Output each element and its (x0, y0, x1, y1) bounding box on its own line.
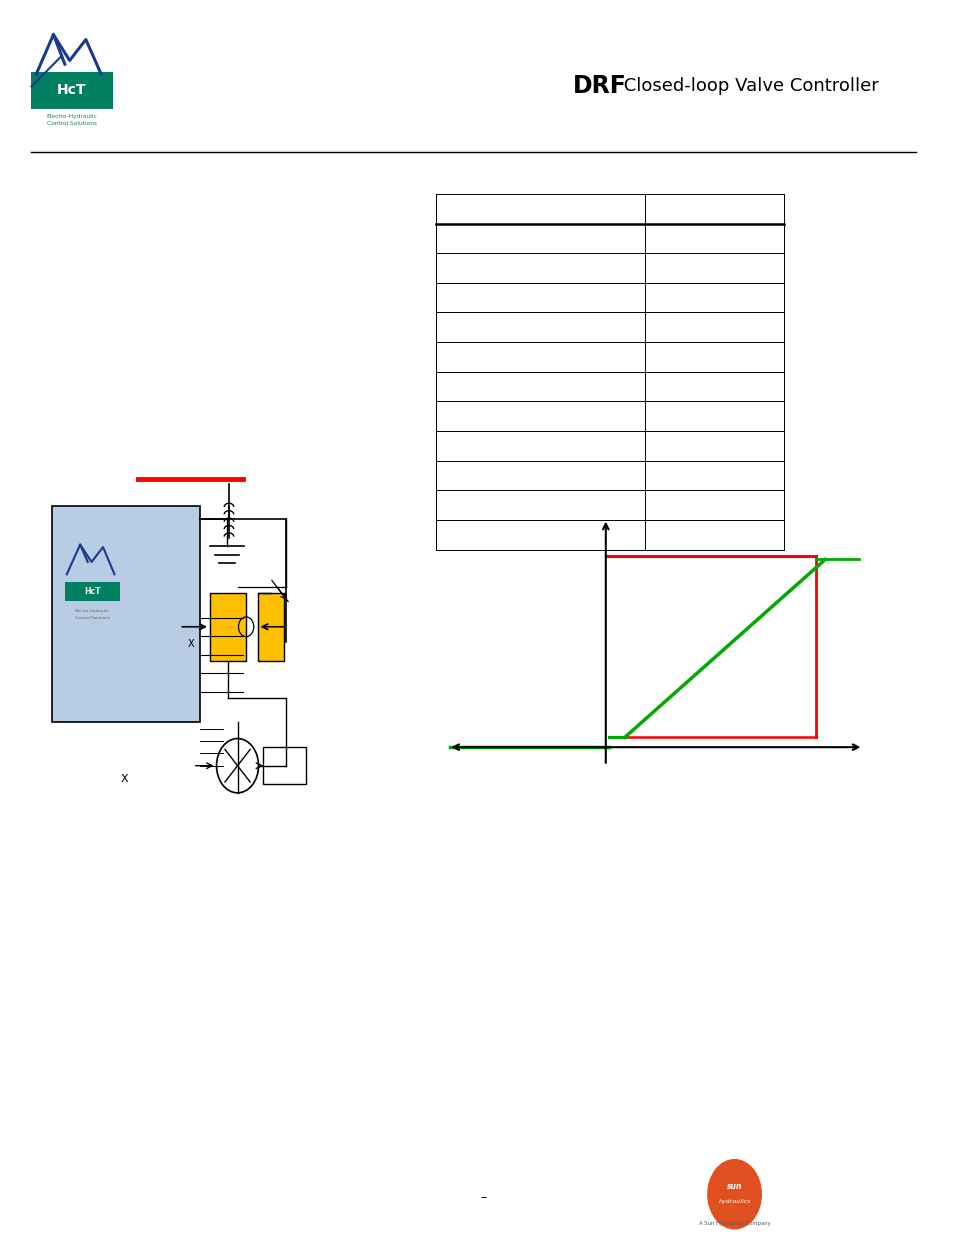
Text: Control Solutions: Control Solutions (75, 616, 110, 620)
Text: HcT: HcT (84, 587, 101, 597)
Bar (210, 593, 246, 661)
Text: HcT: HcT (57, 83, 86, 98)
Bar (65, 582, 120, 601)
Text: Electro-Hydraulic: Electro-Hydraulic (46, 114, 97, 119)
Text: –: – (480, 1192, 486, 1204)
Bar (263, 747, 306, 784)
Text: DRF: DRF (572, 74, 625, 99)
Bar (257, 593, 284, 661)
Text: Closed-loop Valve Controller: Closed-loop Valve Controller (618, 78, 878, 95)
Bar (52, 506, 200, 722)
Text: sun: sun (726, 1182, 741, 1192)
Text: hydraulics: hydraulics (718, 1199, 750, 1204)
Text: Control Solutions: Control Solutions (47, 121, 96, 126)
Text: X: X (120, 774, 128, 784)
Bar (31, 72, 112, 109)
Text: Electro-Hydraulic: Electro-Hydraulic (74, 609, 111, 613)
Text: A Sun Hydraulics Company: A Sun Hydraulics Company (698, 1221, 770, 1226)
Text: X: X (188, 638, 193, 648)
Circle shape (707, 1160, 760, 1229)
